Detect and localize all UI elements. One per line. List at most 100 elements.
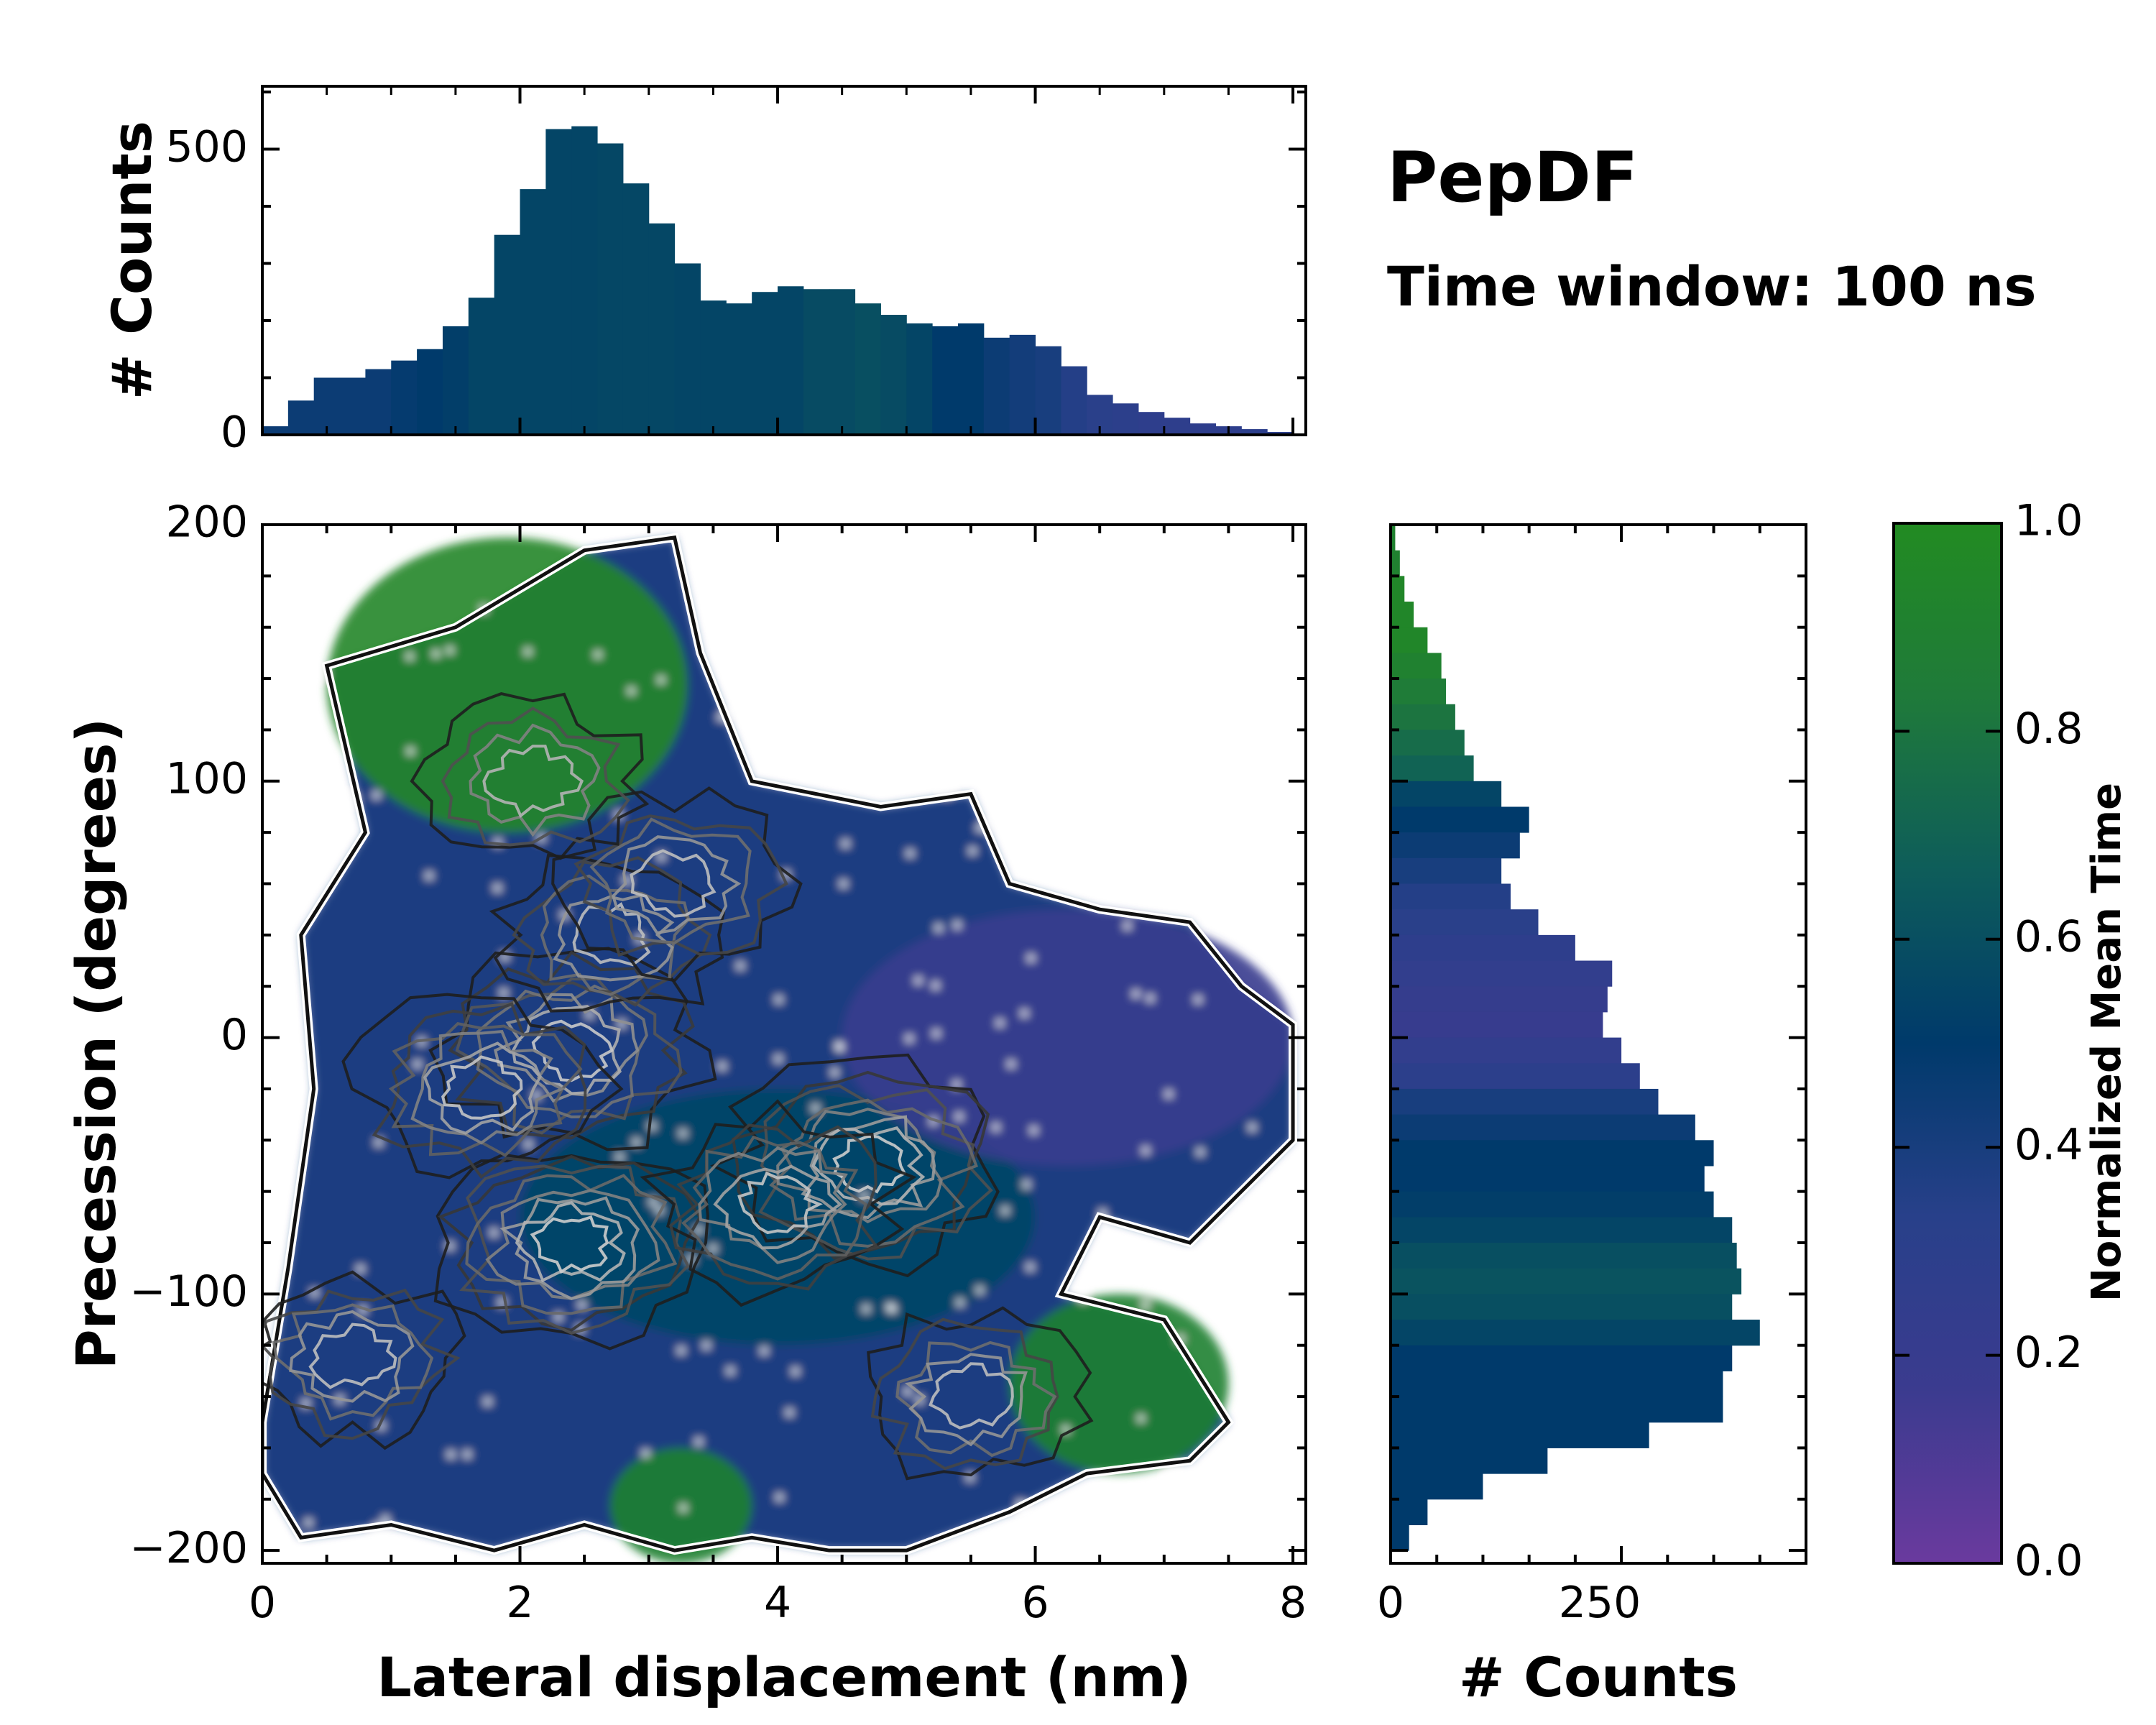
- main-ytick-label: 100: [165, 753, 248, 804]
- heatmap-empty-bin: [1174, 765, 1181, 773]
- top-histogram-bar: [262, 426, 289, 435]
- heatmap-empty-bin: [407, 748, 415, 755]
- top-ytick-label-0: 0: [221, 408, 248, 458]
- top-histogram-bar: [597, 143, 624, 436]
- density-contour: [867, 1306, 1094, 1481]
- heatmap-empty-bin: [775, 995, 783, 1003]
- heatmap-empty-bin: [976, 824, 984, 832]
- top-histogram-bar: [752, 292, 778, 435]
- heatmap-empty-bin: [655, 1206, 663, 1214]
- heatmap-empty-bin: [931, 982, 939, 990]
- right-xtick-label-1: 250: [1559, 1578, 1641, 1628]
- heatmap-empty-bin: [1197, 1148, 1204, 1156]
- main-heatmap-frame: [261, 523, 1307, 1565]
- top-histogram-bar: [520, 189, 546, 435]
- heatmap-empty-bin: [1023, 1180, 1031, 1188]
- top-histogram-frame: [261, 85, 1307, 436]
- right-histogram-bar: [1391, 1397, 1723, 1423]
- top-histogram-bar: [287, 400, 315, 435]
- heatmap-empty-bin: [374, 1138, 382, 1146]
- heatmap-empty-bin: [1030, 1126, 1038, 1134]
- right-histogram-bar: [1391, 1088, 1659, 1116]
- heatmap-empty-bin: [1137, 1414, 1145, 1422]
- top-histogram-bar: [726, 303, 752, 435]
- heatmap-empty-bin: [1144, 679, 1152, 687]
- heatmap-empty-bin: [632, 1138, 640, 1146]
- heatmap-empty-bin: [903, 1388, 911, 1396]
- right-histogram-bar: [1391, 1217, 1733, 1243]
- heatmap-empty-bin: [356, 1265, 364, 1273]
- heatmap-color-region: [520, 1088, 1036, 1346]
- heatmap-empty-bin: [594, 650, 602, 658]
- top-histogram-bar: [313, 377, 341, 435]
- heatmap-empty-bin: [702, 1341, 710, 1349]
- density-contour: [611, 835, 742, 935]
- heatmap-empty-bin: [991, 672, 999, 680]
- heatmap-empty-bin: [484, 1398, 492, 1406]
- heatmap-empty-bin: [695, 1438, 703, 1445]
- heatmap-empty-bin: [969, 847, 977, 855]
- density-contour: [905, 1353, 1028, 1447]
- heatmap-color-regions: [262, 537, 1294, 1563]
- top-histogram-bar: [983, 337, 1010, 435]
- heatmap-empty-bin: [1250, 1316, 1258, 1324]
- heatmap-empty-bin: [811, 1104, 819, 1112]
- heatmap-empty-bin: [1158, 745, 1166, 753]
- main-heatmap: 0 2 4 6 8 −200 −100 0 100 200 Lateral displaceme…: [64, 497, 1307, 1709]
- heatmap-empty-bin: [718, 1062, 726, 1070]
- right-histogram-bar: [1391, 1114, 1695, 1141]
- density-contour: [512, 856, 712, 1007]
- heatmap-empty-bin: [525, 1140, 533, 1148]
- heatmap-empty-bin: [463, 1450, 471, 1458]
- right-histogram-bar: [1391, 1473, 1483, 1500]
- heatmap-empty-bin: [1132, 990, 1140, 998]
- colorbar-bar: [1892, 522, 2003, 1565]
- heatmap-empty-bin: [1240, 581, 1248, 589]
- heatmap-empty-bin: [1061, 1426, 1069, 1434]
- density-contour: [731, 1070, 990, 1260]
- density-contour: [485, 1189, 660, 1300]
- heatmap-empty-bin: [995, 685, 1003, 693]
- colorbar: 0.0 0.2 0.4 0.6 0.8 1.0 Normalized Mean Time: [1892, 496, 2130, 1586]
- heatmap-empty-bin: [1143, 707, 1151, 715]
- heatmap-empty-bin: [860, 1192, 868, 1200]
- density-contour: [669, 1123, 880, 1291]
- density-contour: [448, 950, 695, 1140]
- heatmap-empty-bin: [695, 1226, 703, 1234]
- heatmap-empty-bin: [709, 1245, 717, 1253]
- heatmap-empty-bin: [1071, 600, 1079, 608]
- right-histogram-bar: [1391, 1011, 1603, 1039]
- top-histogram-bar: [1035, 346, 1061, 435]
- density-contour: [441, 707, 630, 847]
- heatmap-empty-bin: [372, 791, 380, 799]
- right-histogram-frame: [1389, 523, 1807, 1565]
- top-histogram-bar: [854, 303, 881, 435]
- heatmap-empty-bin: [908, 650, 916, 658]
- main-ytick-label: 0: [221, 1010, 248, 1060]
- colorbar-tick-label: 0.6: [2014, 911, 2083, 962]
- top-histogram-bar: [442, 326, 469, 435]
- density-contour: [438, 1155, 702, 1332]
- heatmap-empty-bin: [1194, 995, 1202, 1003]
- heatmap-empty-bin: [976, 1286, 984, 1294]
- heatmap-color-region: [1009, 1294, 1229, 1474]
- top-histogram-bar: [365, 369, 392, 435]
- heatmap-empty-bin: [1146, 994, 1154, 1002]
- heatmap-empty-bin: [300, 650, 308, 658]
- density-contour: [801, 1115, 936, 1220]
- top-histogram: 0 500 # Counts: [100, 85, 1307, 458]
- density-contour: [493, 993, 640, 1103]
- heatmap-empty-bin: [1007, 1060, 1015, 1068]
- heatmap-empty-bin: [996, 691, 1004, 699]
- main-xlabel: Lateral displacement (nm): [377, 1645, 1191, 1709]
- right-histogram-bar: [1391, 1371, 1723, 1397]
- top-histogram-bar: [906, 323, 933, 435]
- occupancy-outline: [262, 535, 1295, 1552]
- top-histogram-bar: [1009, 334, 1036, 435]
- top-histogram-bar: [494, 234, 521, 435]
- heatmap-empty-bin: [737, 962, 745, 970]
- colorbar-tick-label: 0.2: [2014, 1328, 2083, 1378]
- right-histogram-bar: [1391, 806, 1529, 833]
- heatmap-empty-bin: [791, 1367, 799, 1375]
